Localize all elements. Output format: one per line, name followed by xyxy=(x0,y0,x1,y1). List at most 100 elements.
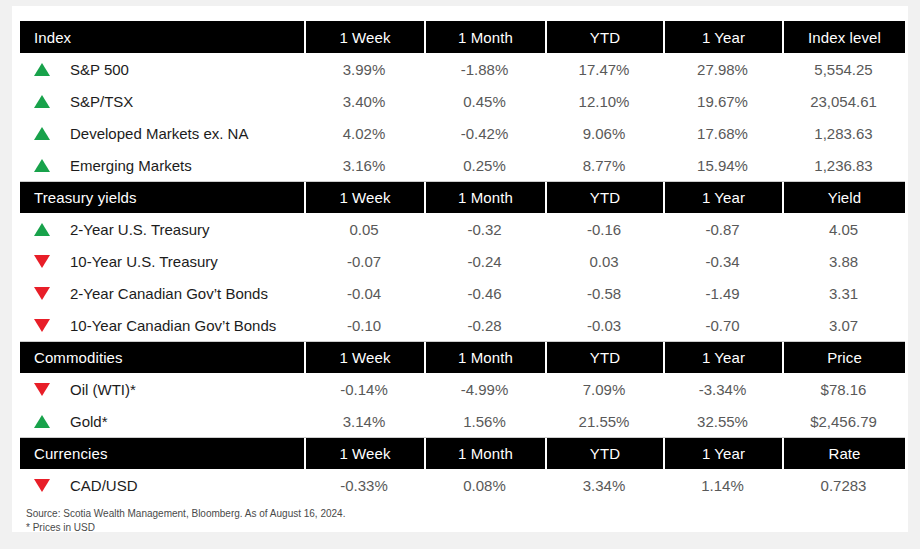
value-cell: -0.04 xyxy=(304,277,424,309)
source-note: Source: Scotia Wealth Management, Bloomb… xyxy=(26,507,908,521)
value-cell: -0.10 xyxy=(304,309,424,341)
value-cell: -4.99% xyxy=(424,373,545,405)
value-cell: 23,054.61 xyxy=(782,85,905,117)
value-cell: 8.77% xyxy=(545,149,663,181)
value-cell: 0.45% xyxy=(424,85,545,117)
value-cell: -0.16 xyxy=(545,213,663,245)
value-cell: 9.06% xyxy=(545,117,663,149)
value-cell: 3.16% xyxy=(304,149,424,181)
column-header: Yield xyxy=(782,182,905,213)
section-title: Commodities xyxy=(20,342,304,373)
column-header: 1 Year xyxy=(663,21,782,53)
section-title: Treasury yields xyxy=(20,182,304,213)
value-cell: 15.94% xyxy=(663,149,782,181)
section-title: Currencies xyxy=(20,438,304,469)
column-header: 1 Month xyxy=(424,438,545,469)
row-label-cell: 10-Year U.S. Treasury xyxy=(20,245,304,277)
value-cell: 1.14% xyxy=(663,469,782,501)
down-arrow-icon xyxy=(34,479,50,492)
row-label-cell: Emerging Markets xyxy=(20,149,304,181)
value-cell: -0.42% xyxy=(424,117,545,149)
column-header: YTD xyxy=(545,182,663,213)
column-header: 1 Week xyxy=(304,342,424,373)
value-cell: 17.47% xyxy=(545,53,663,85)
value-cell: 3.34% xyxy=(545,469,663,501)
value-cell: 0.03 xyxy=(545,245,663,277)
market-table: Index1 Week1 MonthYTD1 YearIndex levelS&… xyxy=(20,21,905,501)
row-label: 10-Year U.S. Treasury xyxy=(70,253,218,270)
row-label: Oil (WTI)* xyxy=(70,381,136,398)
column-header: 1 Week xyxy=(304,438,424,469)
section-header-row: Currencies1 Week1 MonthYTD1 YearRate xyxy=(20,437,905,469)
column-header: YTD xyxy=(545,342,663,373)
value-cell: -0.87 xyxy=(663,213,782,245)
section-header-row: Index1 Week1 MonthYTD1 YearIndex level xyxy=(20,21,905,53)
column-header: 1 Year xyxy=(663,342,782,373)
section-header-row: Commodities1 Week1 MonthYTD1 YearPrice xyxy=(20,341,905,373)
section-header-row: Treasury yields1 Week1 MonthYTD1 YearYie… xyxy=(20,181,905,213)
value-cell: 7.09% xyxy=(545,373,663,405)
column-header: 1 Week xyxy=(304,21,424,53)
down-arrow-icon xyxy=(34,287,50,300)
value-cell: -0.14% xyxy=(304,373,424,405)
row-label-cell: Gold* xyxy=(20,405,304,437)
table-section: Treasury yields1 Week1 MonthYTD1 YearYie… xyxy=(20,181,905,341)
column-header: 1 Month xyxy=(424,21,545,53)
row-label: S&P/TSX xyxy=(70,93,133,110)
value-cell: 21.55% xyxy=(545,405,663,437)
value-cell: 3.14% xyxy=(304,405,424,437)
table-row: Emerging Markets3.16%0.25%8.77%15.94%1,2… xyxy=(20,149,905,181)
value-cell: 5,554.25 xyxy=(782,53,905,85)
row-label-cell: Oil (WTI)* xyxy=(20,373,304,405)
table-section: Index1 Week1 MonthYTD1 YearIndex level S&… xyxy=(20,21,905,181)
value-cell: -0.34 xyxy=(663,245,782,277)
row-label: S&P 500 xyxy=(70,61,129,78)
value-cell: 0.7283 xyxy=(782,469,905,501)
column-header: YTD xyxy=(545,438,663,469)
value-cell: 1.56% xyxy=(424,405,545,437)
value-cell: $2,456.79 xyxy=(782,405,905,437)
column-header: YTD xyxy=(545,21,663,53)
value-cell: -0.07 xyxy=(304,245,424,277)
row-label-cell: 2-Year U.S. Treasury xyxy=(20,213,304,245)
down-arrow-icon xyxy=(34,319,50,332)
column-header: Price xyxy=(782,342,905,373)
up-arrow-icon xyxy=(34,159,50,172)
column-header: 1 Year xyxy=(663,438,782,469)
table-row: 2-Year U.S. Treasury0.05-0.32-0.16-0.874… xyxy=(20,213,905,245)
market-summary-card: Index1 Week1 MonthYTD1 YearIndex levelS&… xyxy=(12,6,908,532)
down-arrow-icon xyxy=(34,255,50,268)
value-cell: -0.03 xyxy=(545,309,663,341)
table-row: Oil (WTI)*-0.14%-4.99%7.09%-3.34%$78.16 xyxy=(20,373,905,405)
row-label-cell: 10-Year Canadian Gov’t Bonds xyxy=(20,309,304,341)
row-label-cell: S&P 500 xyxy=(20,53,304,85)
row-label-cell: Developed Markets ex. NA xyxy=(20,117,304,149)
value-cell: 3.40% xyxy=(304,85,424,117)
prices-in-usd-note: * Prices in USD xyxy=(26,521,908,535)
value-cell: -0.70 xyxy=(663,309,782,341)
table-row: 10-Year U.S. Treasury-0.07-0.240.03-0.34… xyxy=(20,245,905,277)
column-header: 1 Week xyxy=(304,182,424,213)
table-row: Developed Markets ex. NA4.02%-0.42%9.06%… xyxy=(20,117,905,149)
column-header: Index level xyxy=(782,21,905,53)
value-cell: 19.67% xyxy=(663,85,782,117)
row-label: 2-Year Canadian Gov’t Bonds xyxy=(70,285,268,302)
value-cell: 3.07 xyxy=(782,309,905,341)
row-label-cell: S&P/TSX xyxy=(20,85,304,117)
up-arrow-icon xyxy=(34,415,50,428)
value-cell: -0.28 xyxy=(424,309,545,341)
value-cell: -0.58 xyxy=(545,277,663,309)
value-cell: 0.05 xyxy=(304,213,424,245)
row-label-cell: CAD/USD xyxy=(20,469,304,501)
table-row: Gold*3.14%1.56%21.55%32.55%$2,456.79 xyxy=(20,405,905,437)
value-cell: -3.34% xyxy=(663,373,782,405)
row-label-cell: 2-Year Canadian Gov’t Bonds xyxy=(20,277,304,309)
column-header: 1 Year xyxy=(663,182,782,213)
section-title: Index xyxy=(20,21,304,53)
table-row: CAD/USD-0.33%0.08%3.34%1.14%0.7283 xyxy=(20,469,905,501)
row-label: Emerging Markets xyxy=(70,157,192,174)
value-cell: 0.08% xyxy=(424,469,545,501)
value-cell: 4.05 xyxy=(782,213,905,245)
table-row: S&P/TSX 3.40%0.45%12.10%19.67%23,054.61 xyxy=(20,85,905,117)
value-cell: 12.10% xyxy=(545,85,663,117)
